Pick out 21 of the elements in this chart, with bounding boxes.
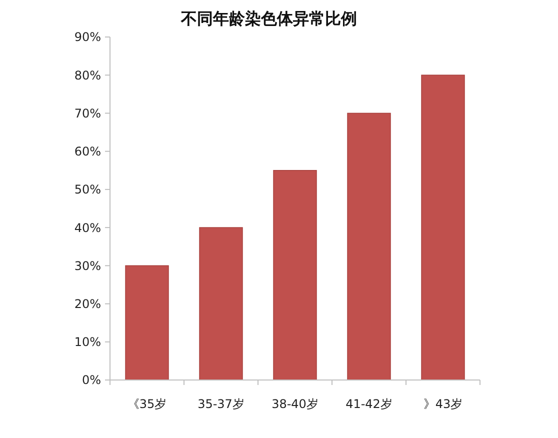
bar <box>347 112 391 380</box>
y-tick-label: 0% <box>82 373 101 388</box>
x-tick-label: 》43岁 <box>423 397 463 411</box>
y-tick-label: 30% <box>74 258 101 273</box>
x-tick-label: 《35岁 <box>127 397 167 411</box>
chart-title: 不同年龄染色体异常比例 <box>180 9 357 28</box>
bar <box>199 227 243 380</box>
y-tick-label: 40% <box>74 220 101 235</box>
x-tick-label: 35-37岁 <box>198 397 244 411</box>
y-tick-label: 50% <box>74 182 101 197</box>
x-tick-label: 41-42岁 <box>346 397 392 411</box>
y-tick-label: 70% <box>74 106 101 120</box>
y-tick-label: 60% <box>74 144 101 159</box>
y-tick-label: 20% <box>74 296 101 311</box>
y-tick-label: 10% <box>74 335 101 350</box>
bar <box>421 74 465 380</box>
y-tick-label: 80% <box>74 68 101 82</box>
y-tick-label: 90% <box>74 30 101 44</box>
bar <box>273 170 317 380</box>
bar <box>125 265 169 380</box>
x-tick-label: 38-40岁 <box>272 397 318 411</box>
